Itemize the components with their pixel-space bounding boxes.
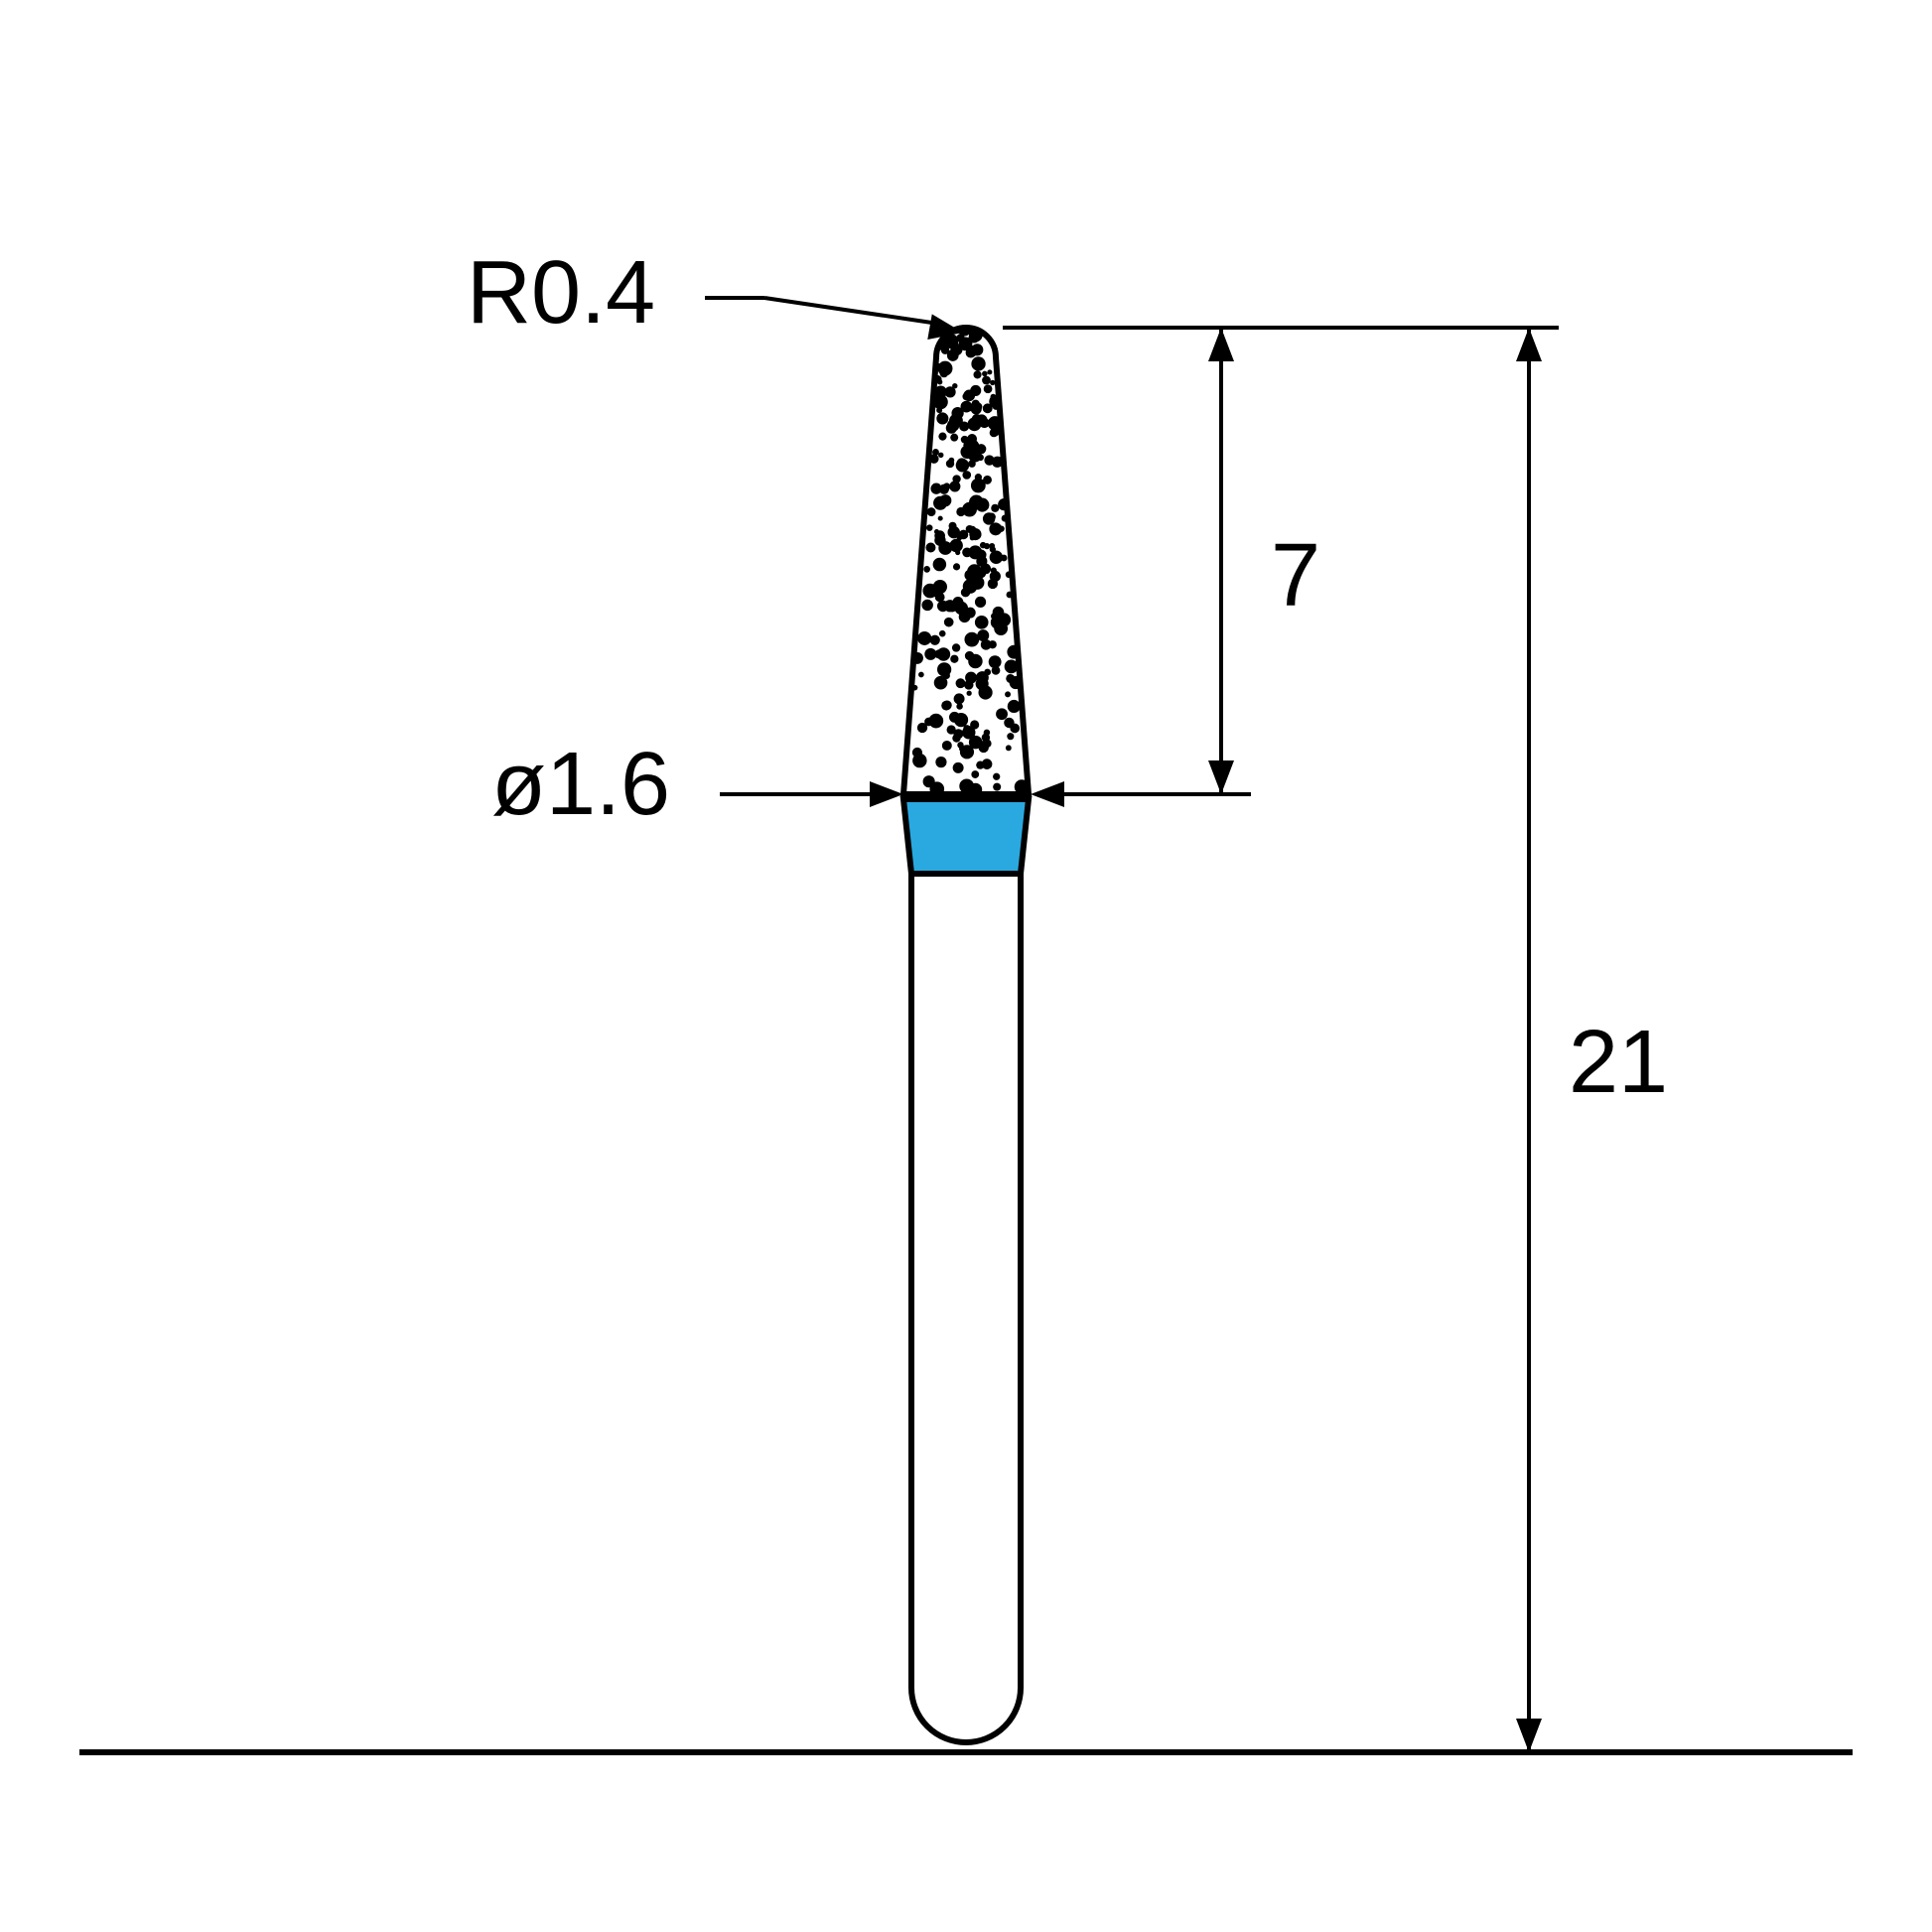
dim-tip-radius: R0.4 [467, 243, 963, 343]
dim-diameter-value: ø1.6 [491, 735, 670, 834]
dim-total-height-value: 21 [1569, 1013, 1668, 1112]
dim-diameter: ø1.6 [491, 735, 1150, 834]
dim-tip-height-value: 7 [1271, 526, 1320, 625]
technical-drawing: 21 7 ø1.6 R0.4 [0, 0, 1932, 1932]
shaft [911, 874, 1021, 1742]
dim-total-height: 21 [1003, 328, 1668, 1752]
dim-tip-radius-value: R0.4 [467, 243, 655, 343]
dim-tip-height: 7 [1003, 328, 1320, 794]
color-band [903, 799, 1029, 874]
